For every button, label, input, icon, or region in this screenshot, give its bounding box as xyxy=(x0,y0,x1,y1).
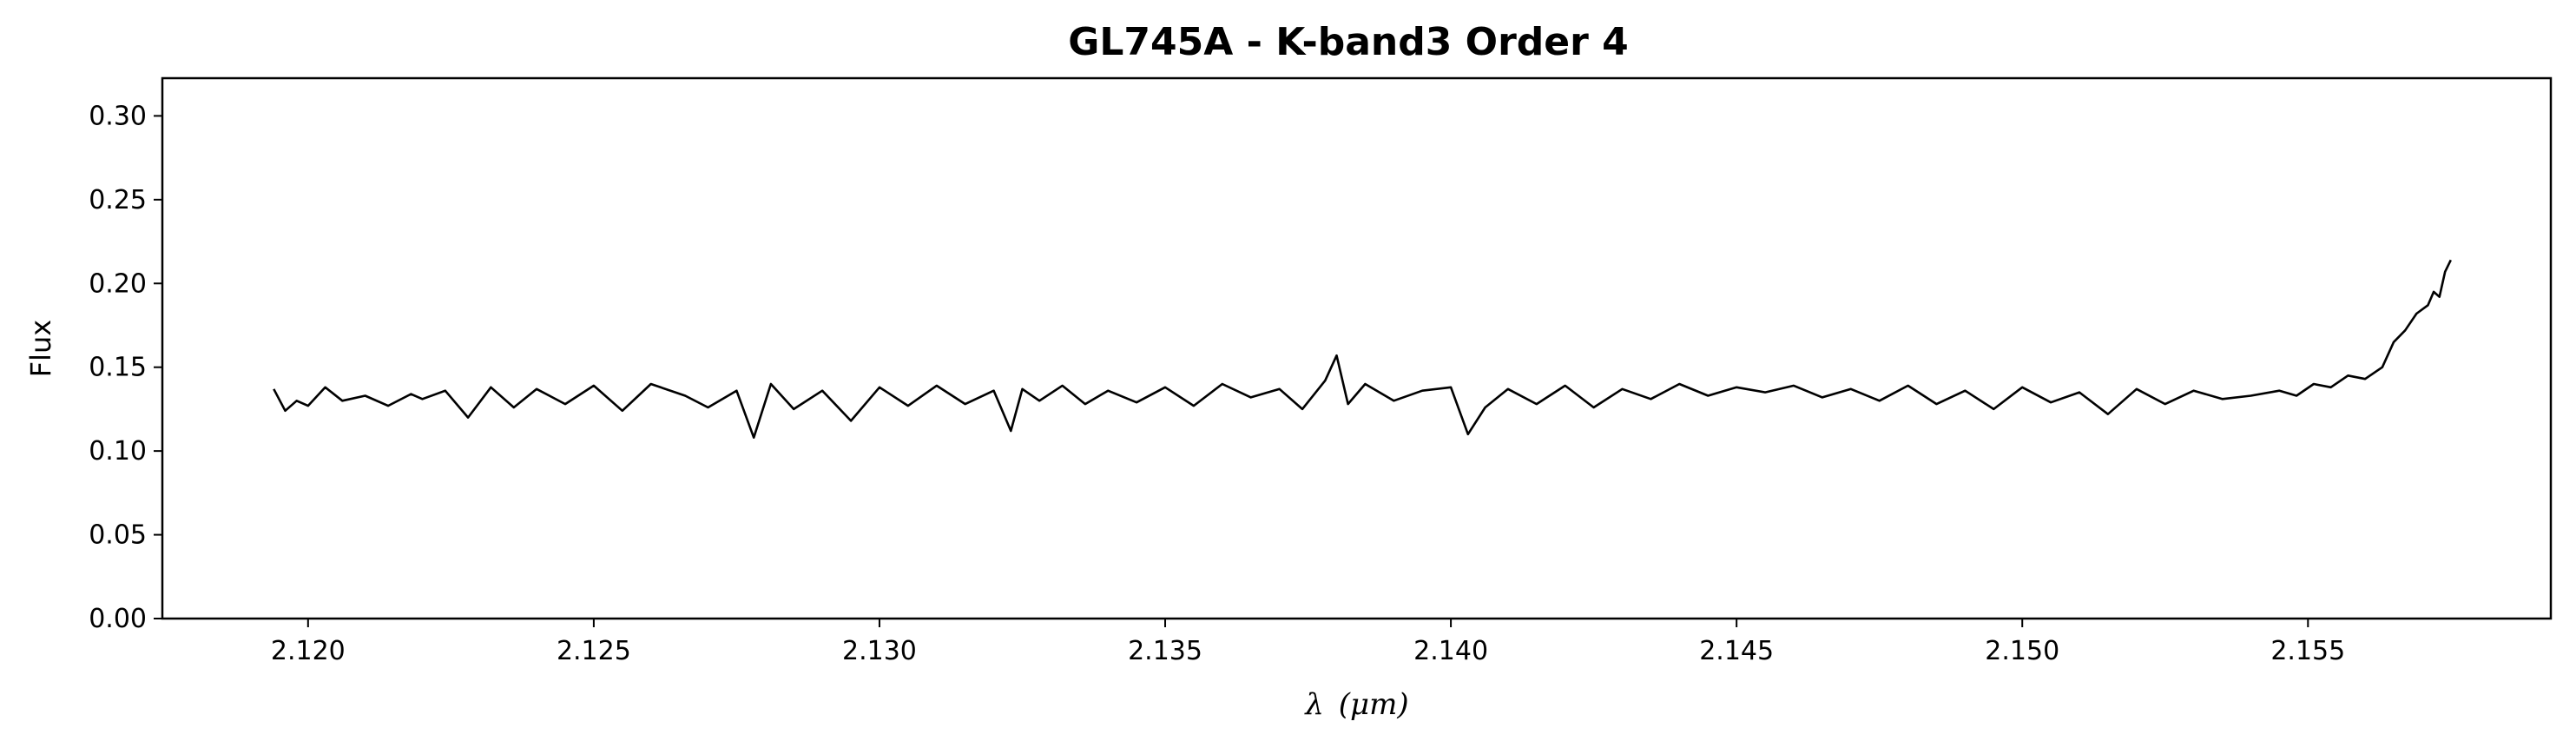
x-tick-label: 2.120 xyxy=(271,636,346,666)
x-axis-label-unit: (μm) xyxy=(1339,687,1409,722)
x-tick-label: 2.150 xyxy=(1985,636,2059,666)
x-tick-label: 2.140 xyxy=(1413,636,1488,666)
y-tick-label: 0.10 xyxy=(89,436,147,467)
y-tick-label: 0.05 xyxy=(89,520,147,551)
x-tick-label: 2.130 xyxy=(842,636,917,666)
y-axis: 0.00 0.05 0.10 0.15 0.20 0.25 0.30 xyxy=(89,101,162,634)
flux-series-line xyxy=(273,259,2452,439)
x-tick-label: 2.145 xyxy=(1699,636,1774,666)
x-tick-label: 2.135 xyxy=(1128,636,1202,666)
x-axis-label-symbol: λ xyxy=(1303,687,1324,722)
chart-title: GL745A - K-band3 Order 4 xyxy=(1068,20,1629,64)
x-axis-label: λ (μm) xyxy=(1303,687,1408,722)
y-tick-label: 0.15 xyxy=(89,353,147,383)
x-tick-label: 2.155 xyxy=(2270,636,2345,666)
x-tick-label: 2.125 xyxy=(557,636,631,666)
y-tick-label: 0.20 xyxy=(89,268,147,299)
plot-frame xyxy=(161,76,2553,620)
y-tick-label: 0.00 xyxy=(89,604,147,634)
x-axis: 2.120 2.125 2.130 2.135 2.140 2.145 2.150 2.155 xyxy=(271,619,2345,666)
y-tick-label: 0.25 xyxy=(89,185,147,215)
y-axis-label: Flux xyxy=(24,320,57,378)
y-tick-label: 0.30 xyxy=(89,101,147,131)
